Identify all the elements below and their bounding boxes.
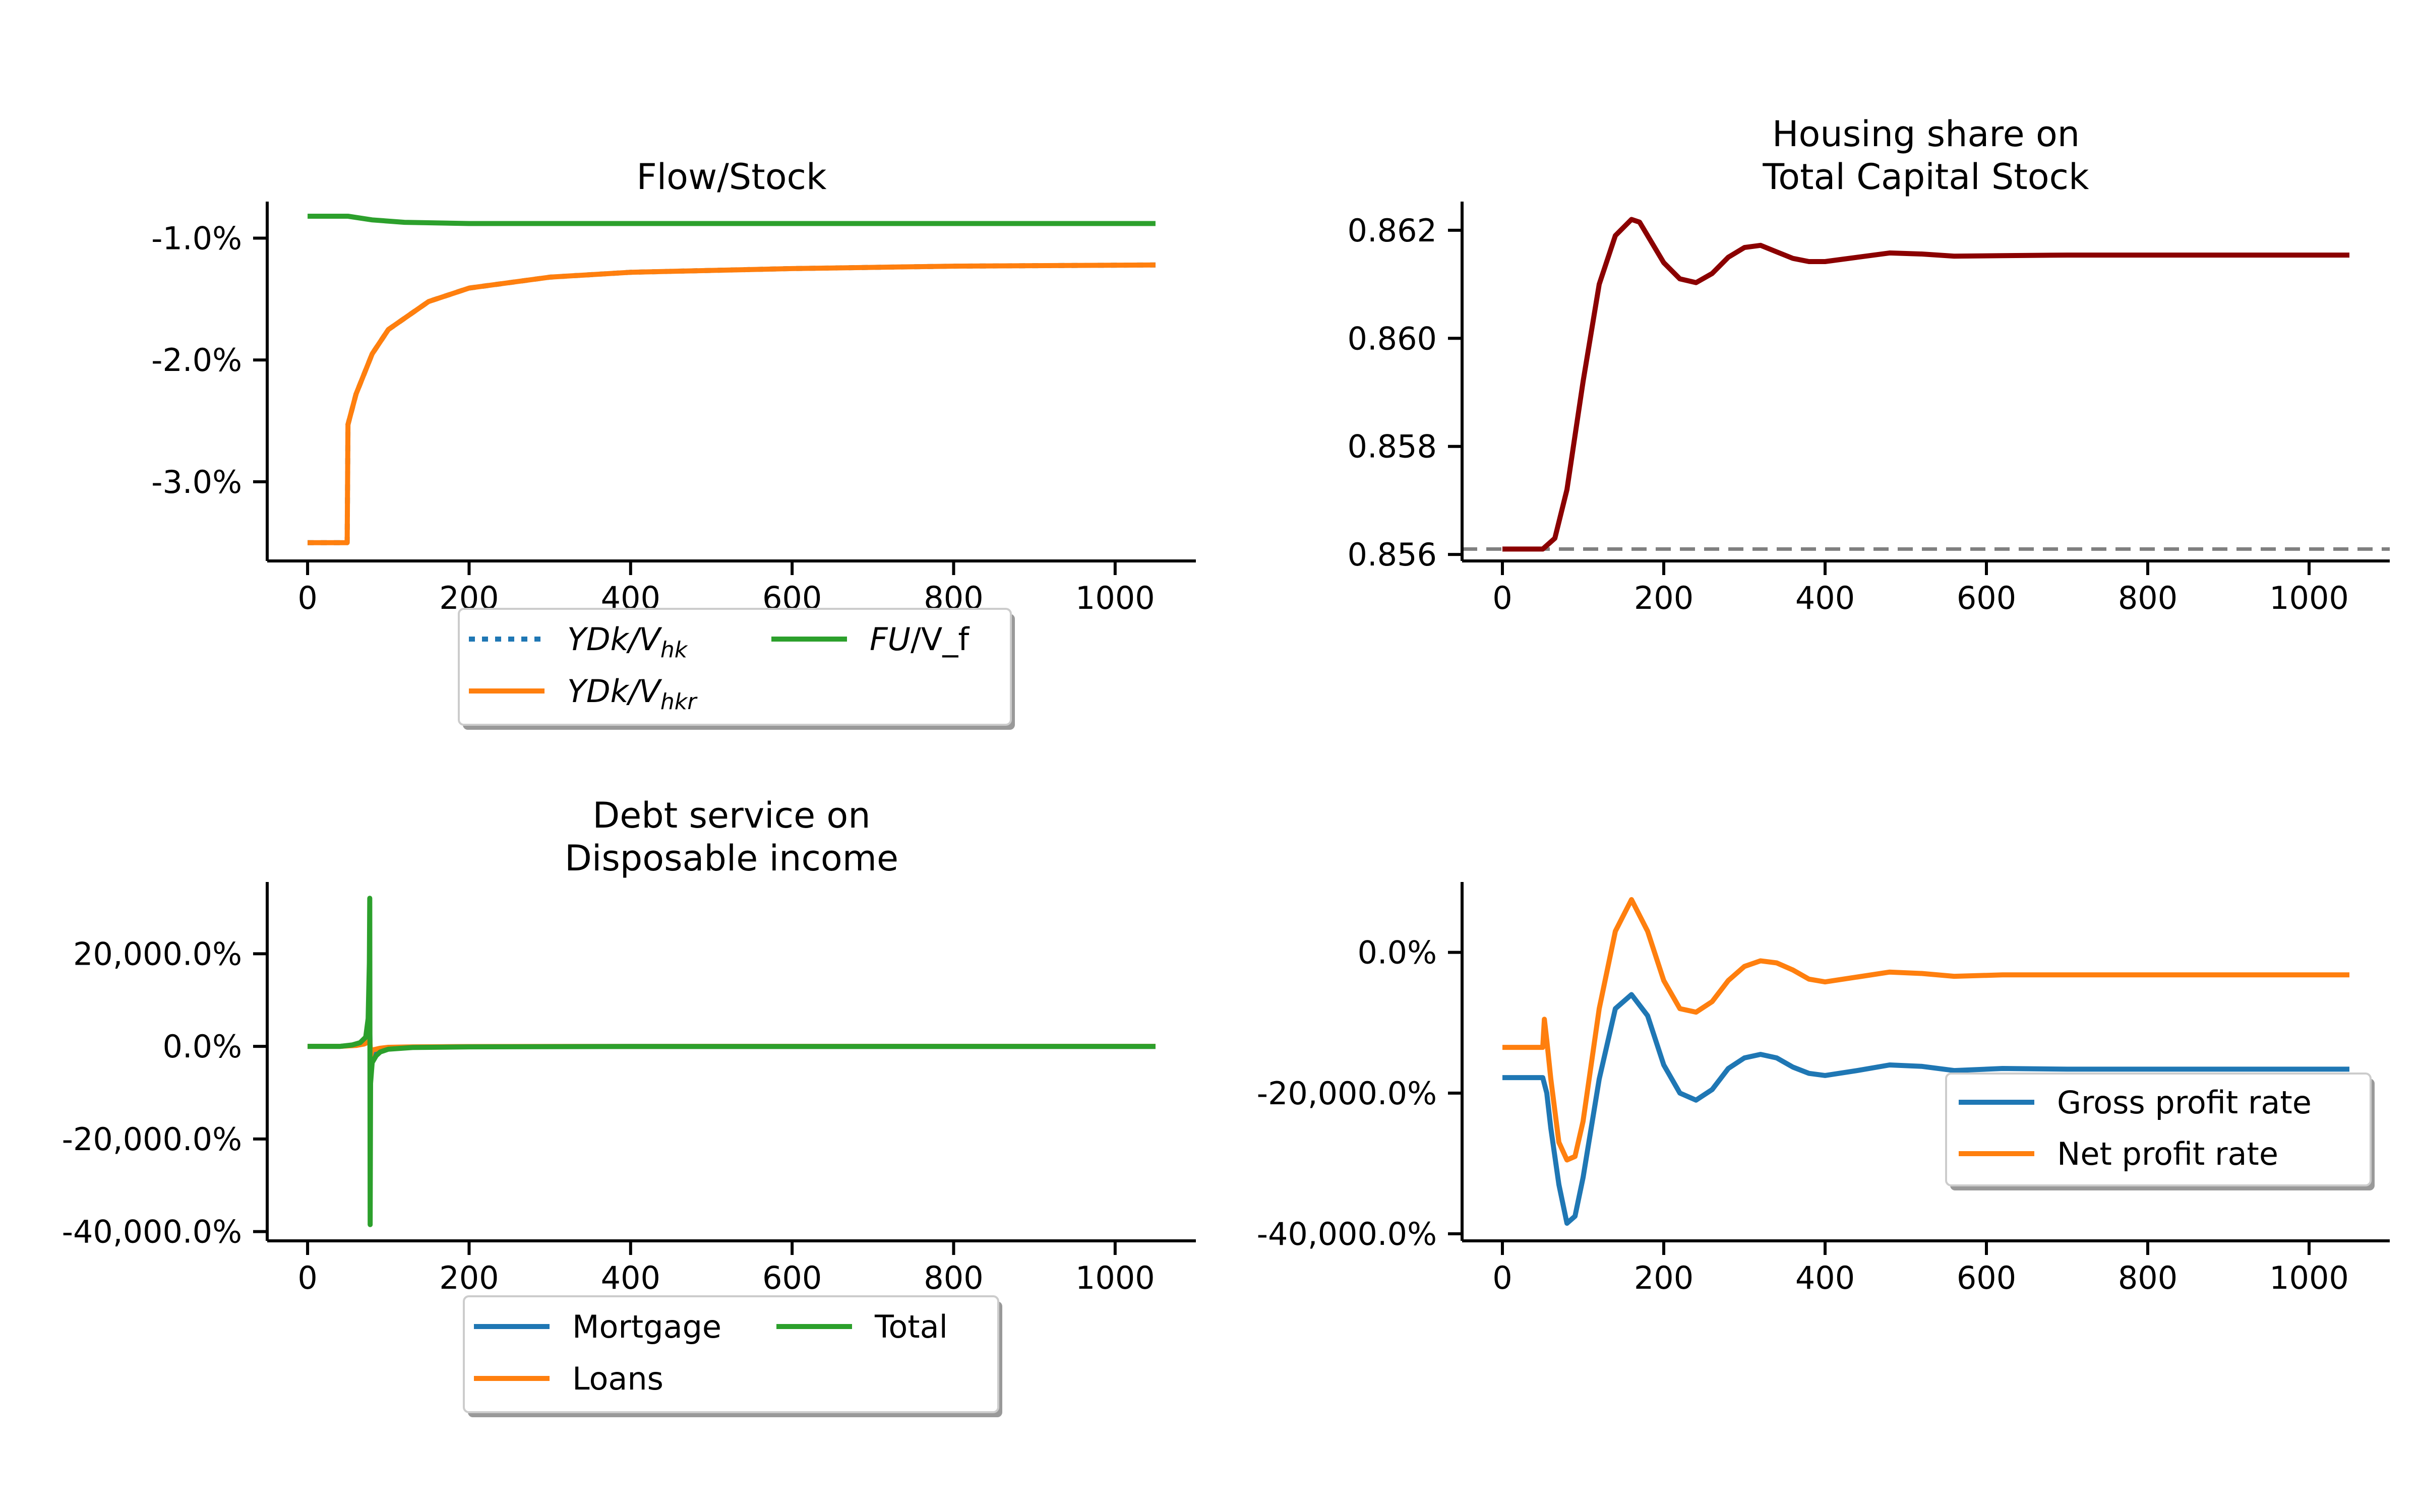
legend-label: Mortgage: [572, 1308, 721, 1345]
y-tick-label: -3.0%: [151, 464, 242, 500]
y-tick-label: 0.856: [1348, 536, 1437, 573]
x-tick-label: 800: [2118, 580, 2177, 616]
y-tick-label: -40,000.0%: [62, 1214, 242, 1250]
series-line-gross-profit-rate: [1502, 992, 2349, 1226]
x-tick-label: 800: [2118, 1259, 2177, 1296]
y-tick-label: 0.862: [1348, 212, 1437, 249]
legend: Gross profit rate Net profit rate: [1945, 1073, 2375, 1190]
chart-title: Disposable income: [565, 838, 898, 879]
y-tick-label: -40,000.0%: [1257, 1216, 1437, 1252]
x-tick-label: 0: [1492, 580, 1512, 616]
legend-box: [1945, 1073, 2372, 1186]
legend-label: Gross profit rate: [2057, 1084, 2312, 1121]
y-tick-label: 0.858: [1348, 428, 1437, 465]
x-tick-label: 200: [439, 1259, 499, 1296]
chart-title: Flow/Stock: [636, 156, 827, 198]
chart-title: Housing share on: [1772, 113, 2080, 155]
x-tick-label: 200: [1634, 580, 1693, 616]
x-tick-label: 0: [1492, 1259, 1512, 1296]
y-tick-label: -20,000.0%: [1257, 1075, 1437, 1112]
legend: YDk/Vhk YDk/Vhkr FU/V_f: [458, 608, 1015, 730]
x-tick-label: 0: [297, 1259, 317, 1296]
legend-label: Net profit rate: [2057, 1136, 2278, 1172]
x-tick-label: 400: [1795, 580, 1855, 616]
y-tick-label: -20,000.0%: [62, 1121, 242, 1158]
series-line-total: [308, 896, 1156, 1227]
x-tick-label: 600: [1957, 580, 2016, 616]
series-line-ydk-v-hk: [308, 262, 1156, 545]
x-tick-label: 200: [1634, 1259, 1693, 1296]
legend-label: YDk/Vhk: [567, 621, 688, 663]
chart-panel-4: 0 200 400 600 800 1000 -40,000.0% -20,000.0% 0.0…: [1257, 882, 2390, 1296]
legend-label: Loans: [572, 1360, 663, 1397]
x-tick-label: 1000: [2269, 580, 2349, 616]
x-tick-label: 400: [1795, 1259, 1855, 1296]
series-line-1: [1502, 217, 2349, 552]
y-tick-label: 0.860: [1348, 320, 1437, 357]
y-tick-label: 20,000.0%: [73, 935, 242, 972]
y-tick-label: 0.0%: [162, 1028, 242, 1065]
x-tick-label: 600: [762, 1259, 822, 1296]
x-tick-label: 400: [601, 1259, 660, 1296]
legend: Mortgage Loans Total: [463, 1295, 1002, 1417]
x-tick-label: 1000: [1075, 580, 1155, 616]
legend-label: FU/V_f: [870, 621, 970, 658]
legend-box: [463, 1295, 999, 1413]
x-tick-label: 600: [1957, 1259, 2016, 1296]
y-tick-label: 0.0%: [1357, 934, 1437, 971]
x-tick-label: 0: [297, 580, 317, 616]
y-tick-label: -2.0%: [151, 342, 242, 379]
chart-title: Debt service on: [592, 795, 870, 836]
x-tick-label: 800: [924, 1259, 983, 1296]
legend-label: YDk/Vhkr: [567, 673, 698, 715]
series-line-fu-v-f: [308, 214, 1156, 226]
legend-box: [458, 608, 1012, 726]
y-tick-label: -1.0%: [151, 220, 242, 257]
series-line-net-profit-rate: [1502, 897, 2349, 1163]
x-tick-label: 1000: [2269, 1259, 2349, 1296]
legend-label: Total: [874, 1308, 948, 1345]
chart-title: Total Capital Stock: [1762, 156, 2089, 198]
x-tick-label: 1000: [1075, 1259, 1155, 1296]
series-line-ydk-v-hkr: [308, 262, 1156, 545]
